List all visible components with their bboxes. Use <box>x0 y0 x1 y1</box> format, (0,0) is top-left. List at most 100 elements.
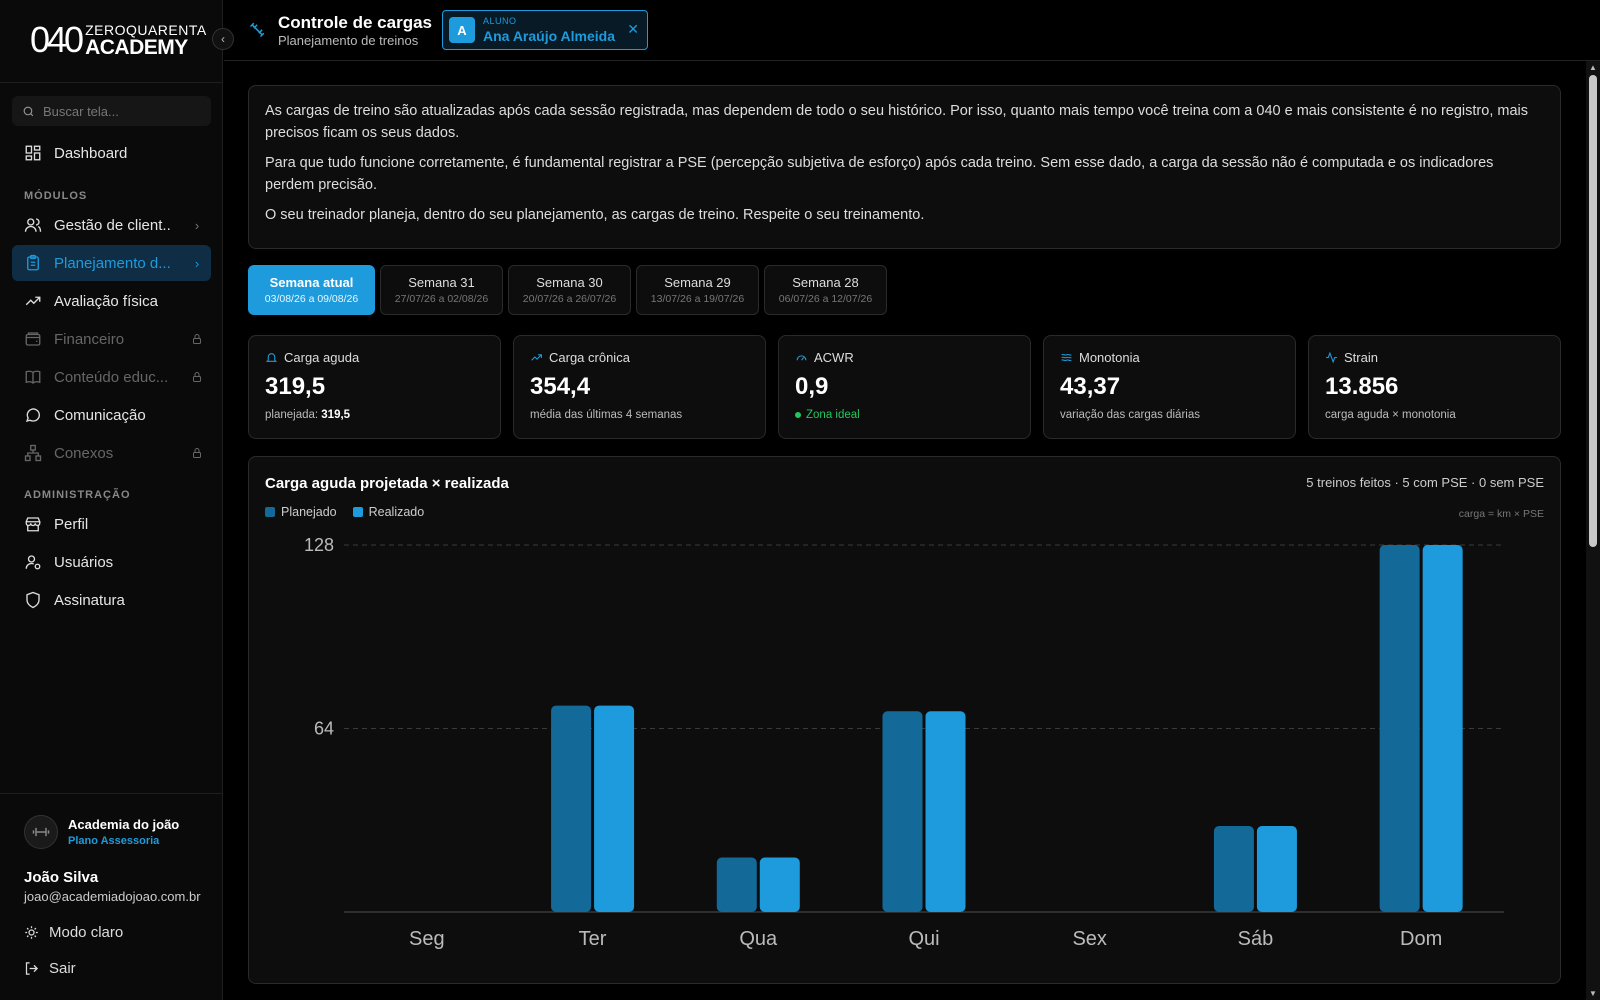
sidebar-item-subscription[interactable]: Assinatura <box>12 582 211 618</box>
bar-realized[interactable] <box>1256 825 1297 912</box>
chat-icon <box>24 406 42 424</box>
info-paragraph: As cargas de treino são atualizadas após… <box>265 103 1528 141</box>
kpi-title: Strain <box>1344 350 1378 365</box>
y-tick-label: 64 <box>314 719 334 739</box>
load-chart: 64 128 Seg Ter Qua Qui Sex Sáb Dom <box>304 535 1504 950</box>
lock-icon <box>183 333 211 345</box>
kpi-header: ACWR <box>795 350 1014 365</box>
x-tick-label: Qui <box>908 928 939 950</box>
kpi-subtitle: média das últimas 4 semanas <box>530 409 683 421</box>
sidebar-item-label: Conteúdo educ... <box>54 368 169 386</box>
theme-toggle-button[interactable]: Modo claro <box>24 924 123 941</box>
x-tick-label: Seg <box>409 928 445 950</box>
chevron-right-icon: › <box>194 255 200 271</box>
tab-week-29[interactable]: Semana 29 13/07/26 a 19/07/26 <box>636 265 759 315</box>
kpi-chronic-load: Carga crônica 354,4 média das últimas 4 … <box>513 335 766 439</box>
sidebar-item-label: Gestão de client... <box>54 216 171 234</box>
kpi-header: Carga aguda <box>265 350 484 365</box>
chart-formula: carga = km × PSE <box>1458 508 1544 520</box>
sidebar-item-label: Planejamento d... <box>54 254 171 272</box>
kpi-acwr: ACWR 0,9 Zona ideal <box>778 335 1031 439</box>
logout-button[interactable]: Sair <box>24 960 76 977</box>
sidebar-item-label: Assinatura <box>54 591 125 609</box>
legend-label: Planejado <box>281 505 337 519</box>
sidebar-item-label: Dashboard <box>54 144 128 162</box>
selected-student-chip[interactable]: A ALUNO Ana Araújo Almeida ✕ <box>442 10 648 50</box>
chevron-right-icon: › <box>194 217 200 233</box>
sidebar-item-assessment[interactable]: Avaliação física <box>12 283 211 319</box>
chart-stats: 5 treinos feitos · 5 com PSE · 0 sem PSE <box>1306 475 1544 490</box>
week-tab-label: Semana 31 <box>408 275 475 290</box>
week-tab-label: Semana atual <box>269 275 354 290</box>
legend-swatch <box>352 507 363 517</box>
scroll-up-icon[interactable]: ▲ <box>1589 63 1597 72</box>
bar-realized[interactable] <box>925 711 966 912</box>
search-icon <box>23 106 34 116</box>
page-title: Controle de cargas <box>278 13 432 32</box>
week-tab-range: 20/07/26 a 26/07/26 <box>522 293 617 305</box>
week-tab-label: Semana 30 <box>536 275 603 290</box>
search-input[interactable] <box>43 103 193 119</box>
sidebar-item-communication[interactable]: Comunicação <box>12 397 211 433</box>
wallet-icon <box>24 330 42 348</box>
legend-item-planned[interactable]: Planejado <box>265 505 337 519</box>
collapse-sidebar-button[interactable]: ‹ <box>212 28 234 50</box>
sidebar-item-finance: Financeiro <box>12 321 211 357</box>
legend-item-realized[interactable]: Realizado <box>352 505 424 519</box>
org-plan: Plano Assessoria <box>68 835 160 847</box>
sidebar-item-profile[interactable]: Perfil <box>12 506 211 542</box>
user-email: joao@academiadojoao.com.br <box>24 889 201 904</box>
kpi-header: Carga crônica <box>530 350 749 365</box>
bar-planned[interactable] <box>1379 545 1420 912</box>
kpi-status-label: Zona ideal <box>806 409 860 421</box>
scrollbar[interactable]: ▲ ▼ <box>1586 61 1600 1000</box>
sidebar-item-connections: Conexos <box>12 435 211 471</box>
lock-icon <box>183 447 211 459</box>
bar-planned[interactable] <box>882 711 923 912</box>
student-info: ALUNO Ana Araújo Almeida <box>483 16 615 44</box>
sidebar-item-users[interactable]: Usuários <box>12 544 211 580</box>
search-box[interactable] <box>12 96 211 126</box>
kpi-value: 0,9 <box>795 373 829 400</box>
network-icon <box>24 444 42 462</box>
trending-up-icon <box>531 354 542 361</box>
top-bar: Controle de cargas Planejamento de trein… <box>224 0 1600 61</box>
sidebar-item-label: Avaliação física <box>54 292 158 310</box>
app-logo[interactable]: 040 ZEROQUARENTA ACADEMY <box>30 22 207 58</box>
scroll-thumb[interactable] <box>1589 75 1597 547</box>
lock-icon <box>183 371 211 383</box>
tab-week-current[interactable]: Semana atual 03/08/26 a 09/08/26 <box>248 265 375 315</box>
logo-line1: ZEROQUARENTA <box>85 21 207 38</box>
student-name: Ana Araújo Almeida <box>483 27 615 44</box>
gauge-icon <box>796 355 807 361</box>
sidebar-item-planning[interactable]: Planejamento d... › <box>12 245 211 281</box>
bar-realized[interactable] <box>594 705 635 912</box>
page-subtitle: Planejamento de treinos <box>278 33 419 48</box>
sidebar-item-dashboard[interactable]: Dashboard <box>12 135 211 171</box>
bar-realized[interactable] <box>759 857 800 912</box>
shield-icon <box>24 591 42 609</box>
bar-planned[interactable] <box>551 705 592 912</box>
tab-week-28[interactable]: Semana 28 06/07/26 a 12/07/26 <box>764 265 887 315</box>
bar-realized[interactable] <box>1422 545 1463 912</box>
trending-up-icon <box>24 292 42 310</box>
kpi-header: Strain <box>1325 350 1544 365</box>
organization-card[interactable]: Academia do joão Plano Assessoria <box>24 815 179 849</box>
bar-planned[interactable] <box>1213 825 1254 912</box>
info-box: As cargas de treino são atualizadas após… <box>248 85 1561 249</box>
week-tab-range: 03/08/26 a 09/08/26 <box>264 293 359 305</box>
section-label-modules: MÓDULOS <box>24 190 88 202</box>
kpi-sub-prefix: planejada: <box>265 409 319 421</box>
close-icon[interactable]: ✕ <box>627 21 639 37</box>
bar-planned[interactable] <box>716 857 757 912</box>
waves-icon <box>1061 353 1072 362</box>
tab-week-31[interactable]: Semana 31 27/07/26 a 02/08/26 <box>380 265 503 315</box>
scroll-down-icon[interactable]: ▼ <box>1589 989 1597 998</box>
tab-week-30[interactable]: Semana 30 20/07/26 a 26/07/26 <box>508 265 631 315</box>
kpi-title: ACWR <box>814 350 854 365</box>
sidebar-item-label: Usuários <box>54 553 114 571</box>
user-name: João Silva <box>24 869 99 886</box>
sidebar-item-clients[interactable]: Gestão de client... › <box>12 207 211 243</box>
chart-title: Carga aguda projetada × realizada <box>265 475 509 492</box>
